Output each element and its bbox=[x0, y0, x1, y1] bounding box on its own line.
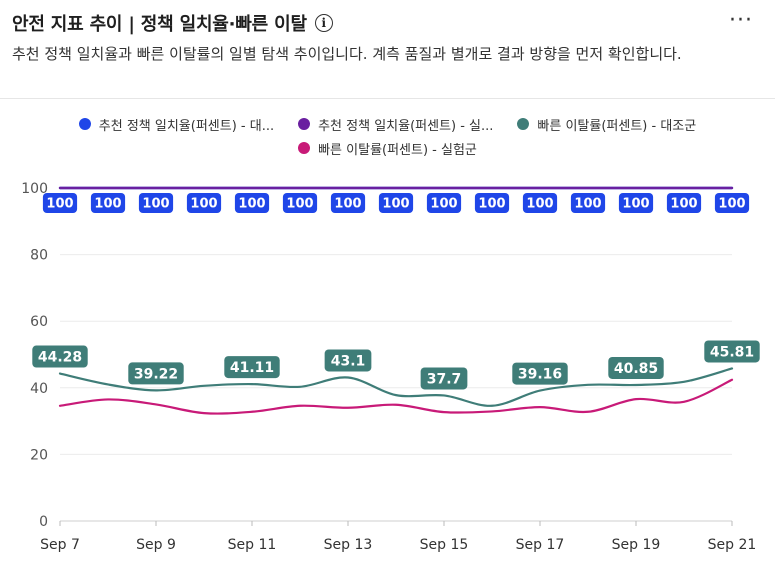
data-label: 100 bbox=[718, 197, 745, 212]
data-label-box bbox=[224, 356, 280, 379]
data-label-box bbox=[330, 193, 366, 213]
data-label: 100 bbox=[622, 197, 649, 212]
y-tick-label: 20 bbox=[30, 447, 48, 463]
chart-subtitle: 추천 정책 일치율과 빠른 이탈률의 일별 탐색 추이입니다. 계측 품질과 별… bbox=[12, 45, 682, 63]
data-label: 100 bbox=[46, 197, 73, 212]
x-tick-label: Sep 11 bbox=[228, 537, 277, 553]
data-label: 45.81 bbox=[710, 344, 754, 360]
data-label-box bbox=[704, 340, 760, 363]
legend-item-bounce-treatment[interactable]: 빠른 이탈률(퍼센트) - 실험군 bbox=[298, 139, 477, 158]
x-tick-label: Sep 17 bbox=[516, 537, 565, 553]
y-tick-label: 40 bbox=[30, 381, 48, 397]
data-label-box bbox=[608, 356, 664, 379]
x-tick-label: Sep 15 bbox=[420, 537, 469, 553]
x-tick-label: Sep 19 bbox=[612, 537, 661, 553]
y-tick-label: 0 bbox=[39, 514, 48, 530]
legend-dot-icon bbox=[517, 118, 530, 130]
x-tick-label: Sep 7 bbox=[40, 537, 80, 553]
data-label: 100 bbox=[382, 197, 409, 212]
y-tick-label: 60 bbox=[30, 314, 48, 330]
data-label: 100 bbox=[94, 197, 121, 212]
legend-item-policy-treatment[interactable]: 추천 정책 일치율(퍼센트) - 실... bbox=[298, 115, 493, 134]
data-label: 100 bbox=[334, 197, 361, 212]
data-label: 44.28 bbox=[38, 350, 82, 366]
legend-dot-icon bbox=[78, 118, 91, 130]
data-label-box bbox=[570, 193, 606, 213]
chart-title: 안전 지표 추이 | 정책 일치율·빠른 이탈 bbox=[12, 14, 307, 35]
x-tick-label: Sep 9 bbox=[136, 537, 176, 553]
data-label-box bbox=[42, 193, 78, 213]
data-label: 39.22 bbox=[134, 366, 178, 382]
legend-label: 빠른 이탈률(퍼센트) - 대조군 bbox=[537, 118, 697, 134]
data-label: 100 bbox=[238, 197, 265, 212]
info-icon[interactable]: i bbox=[314, 14, 333, 32]
x-tick-label: Sep 13 bbox=[324, 537, 373, 553]
data-label-box bbox=[186, 193, 222, 213]
legend-item-bounce-control[interactable]: 빠른 이탈률(퍼센트) - 대조군 bbox=[517, 115, 696, 134]
data-label-box bbox=[128, 362, 184, 385]
data-label: 100 bbox=[430, 197, 457, 212]
data-label: 40.85 bbox=[614, 361, 658, 377]
data-label-box bbox=[420, 367, 468, 390]
data-label-box bbox=[138, 193, 174, 213]
data-label-box bbox=[618, 193, 654, 213]
legend-row-1: 추천 정책 일치율(퍼센트) - 대... 추천 정책 일치율(퍼센트) - 실… bbox=[0, 112, 775, 136]
legend-label: 추천 정책 일치율(퍼센트) - 대... bbox=[98, 118, 275, 134]
data-label: 39.16 bbox=[518, 367, 562, 383]
data-label-box bbox=[324, 349, 372, 372]
more-horizontal-icon[interactable]: ··· bbox=[729, 8, 753, 33]
data-label-box bbox=[282, 193, 318, 213]
data-label-box bbox=[666, 193, 702, 213]
data-label-box bbox=[474, 193, 510, 213]
data-label-box bbox=[714, 193, 750, 213]
data-label-box bbox=[378, 193, 414, 213]
x-tick-label: Sep 21 bbox=[708, 537, 757, 553]
legend-label: 빠른 이탈률(퍼센트) - 실험군 bbox=[318, 142, 477, 158]
data-label-box bbox=[32, 345, 88, 368]
legend-dot-icon bbox=[298, 142, 311, 154]
data-label-box bbox=[234, 193, 270, 213]
data-label-box bbox=[90, 193, 126, 213]
legend-dot-icon bbox=[298, 118, 311, 130]
data-label: 100 bbox=[670, 197, 697, 212]
legend-row-2: 빠른 이탈률(퍼센트) - 실험군 bbox=[0, 136, 775, 160]
series-line bbox=[58, 367, 734, 407]
data-label-box bbox=[512, 362, 568, 385]
y-tick-label: 80 bbox=[30, 248, 48, 264]
data-label: 100 bbox=[286, 197, 313, 212]
title-row: 안전 지표 추이 | 정책 일치율·빠른 이탈 i bbox=[12, 10, 333, 36]
data-label: 100 bbox=[478, 197, 505, 212]
data-label: 41.11 bbox=[230, 360, 274, 376]
legend-label: 추천 정책 일치율(퍼센트) - 실... bbox=[318, 118, 494, 134]
legend-item-policy-control[interactable]: 추천 정책 일치율(퍼센트) - 대... bbox=[78, 115, 275, 134]
chart-legend: 추천 정책 일치율(퍼센트) - 대... 추천 정책 일치율(퍼센트) - 실… bbox=[0, 112, 775, 160]
data-label: 100 bbox=[142, 197, 169, 212]
data-label: 100 bbox=[190, 197, 217, 212]
chart-header: 안전 지표 추이 | 정책 일치율·빠른 이탈 i ··· 추천 정책 일치율과… bbox=[0, 0, 775, 99]
series-line bbox=[58, 378, 734, 415]
data-label: 100 bbox=[526, 197, 553, 212]
data-label-box bbox=[426, 193, 462, 213]
data-label: 100 bbox=[574, 197, 601, 212]
data-label-box bbox=[522, 193, 558, 213]
data-label: 43.1 bbox=[331, 354, 366, 370]
y-tick-label: 100 bbox=[21, 181, 48, 197]
data-label: 37.7 bbox=[427, 371, 462, 387]
